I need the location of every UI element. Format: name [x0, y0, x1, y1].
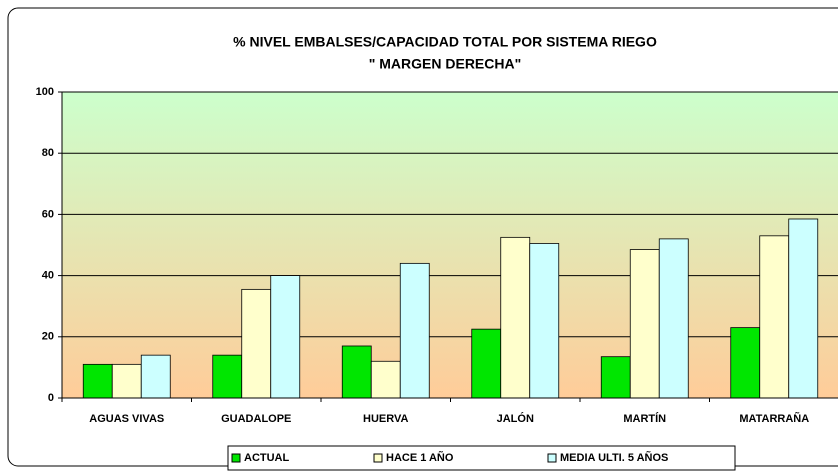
x-tick-label: HUERVA: [363, 413, 408, 425]
legend-label: ACTUAL: [244, 452, 289, 464]
legend-box: [227, 445, 736, 471]
bar: [529, 243, 560, 399]
x-tick-label: MARTÍN: [623, 412, 666, 425]
x-tick-label: AGUAS VIVAS: [89, 413, 164, 425]
bar: [370, 360, 401, 399]
x-tick-label: GUADALOPE: [221, 413, 291, 425]
legend-label: HACE 1 AÑO: [386, 451, 454, 464]
bar: [500, 236, 531, 399]
bar: [212, 354, 243, 399]
y-tick-label: 20: [42, 331, 54, 343]
y-tick-label: 60: [42, 208, 54, 220]
bar: [111, 363, 142, 399]
bar: [600, 356, 631, 399]
legend-label: MEDIA ULTI. 5 AÑOS: [560, 451, 668, 464]
bar: [788, 218, 819, 399]
bar: [241, 288, 272, 399]
y-tick-label: 100: [36, 86, 54, 98]
y-tick-label: 0: [48, 392, 54, 404]
x-tick-label: JALÓN: [497, 412, 534, 425]
bar: [270, 275, 301, 399]
bar: [341, 345, 372, 399]
bar: [658, 238, 689, 399]
bar: [471, 328, 502, 399]
bar: [399, 262, 430, 399]
x-tick-label: MATARRAÑA: [739, 412, 809, 425]
bar: [759, 235, 790, 399]
plot-area: [62, 92, 838, 398]
y-tick-label: 40: [42, 270, 54, 282]
bar: [629, 249, 660, 399]
legend-swatch: [231, 453, 241, 463]
chart-subtitle: " MARGEN DERECHA": [369, 56, 522, 72]
chart-title: % NIVEL EMBALSES/CAPACIDAD TOTAL POR SIS…: [233, 34, 657, 50]
bar: [82, 363, 113, 399]
y-tick-label: 80: [42, 147, 54, 159]
bar: [140, 354, 171, 399]
legend-swatch: [373, 453, 383, 463]
bar: [730, 327, 761, 399]
legend-swatch: [547, 453, 557, 463]
